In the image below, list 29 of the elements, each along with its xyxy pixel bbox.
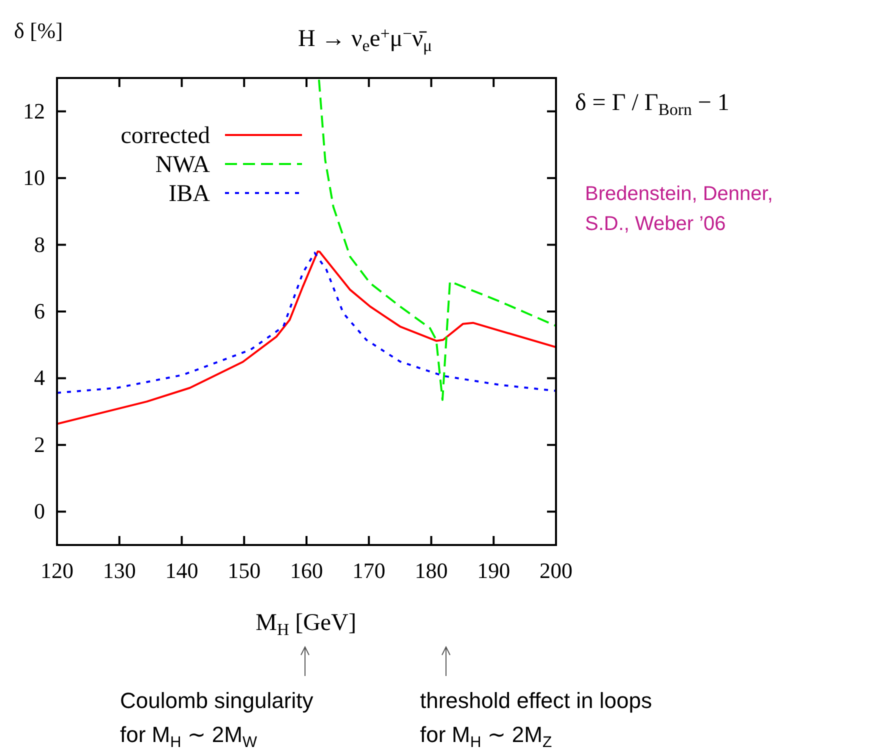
x-tick-label: 140 <box>165 558 198 583</box>
x-tick-label: 170 <box>352 558 386 583</box>
line-series <box>57 252 556 394</box>
legend-label: NWA <box>155 152 211 178</box>
x-tick-label: 190 <box>477 558 510 583</box>
x-tick-label: 150 <box>228 558 261 583</box>
text: δ = Γ / Γ$_{Born}$ − 1 <box>575 90 730 120</box>
x-tick-label: 200 <box>540 558 572 583</box>
y-tick-label: 12 <box>23 98 45 124</box>
line-series <box>318 78 556 401</box>
text: threshold effect in loops for M$_{H}$ ∼ 2M$_{Z}$ <box>420 688 652 750</box>
x-tick-label: 120 <box>40 558 74 583</box>
y-tick-label: 4 <box>34 365 45 390</box>
y-axis-title: δ [%] <box>14 18 63 43</box>
y-tick-label: 8 <box>34 232 45 257</box>
x-tick-label: 160 <box>290 558 323 583</box>
y-tick-label: 2 <box>34 432 45 457</box>
x-tick-label: 130 <box>102 558 136 583</box>
text: Coulomb singularity for M$_{H}$ ∼ 2M$_{W}$ <box>120 688 314 750</box>
x-tick-label: 180 <box>414 558 448 583</box>
y-tick-label: 6 <box>34 298 45 324</box>
text: Bredenstein, Denner, S.D., Weber ’06 <box>585 183 773 235</box>
y-tick-label: 0 <box>34 498 45 524</box>
legend-label: corrected <box>120 123 210 149</box>
chart-title: H → ν$_{e}$e$^{+}$μ$^{−}$ν̄$_{μ}$ <box>298 24 432 56</box>
line-series <box>57 250 556 425</box>
x-axis-title: M$_{H}$ [GeV] <box>256 610 356 640</box>
legend-label: IBA <box>168 181 211 207</box>
y-tick-label: 10 <box>23 165 45 190</box>
